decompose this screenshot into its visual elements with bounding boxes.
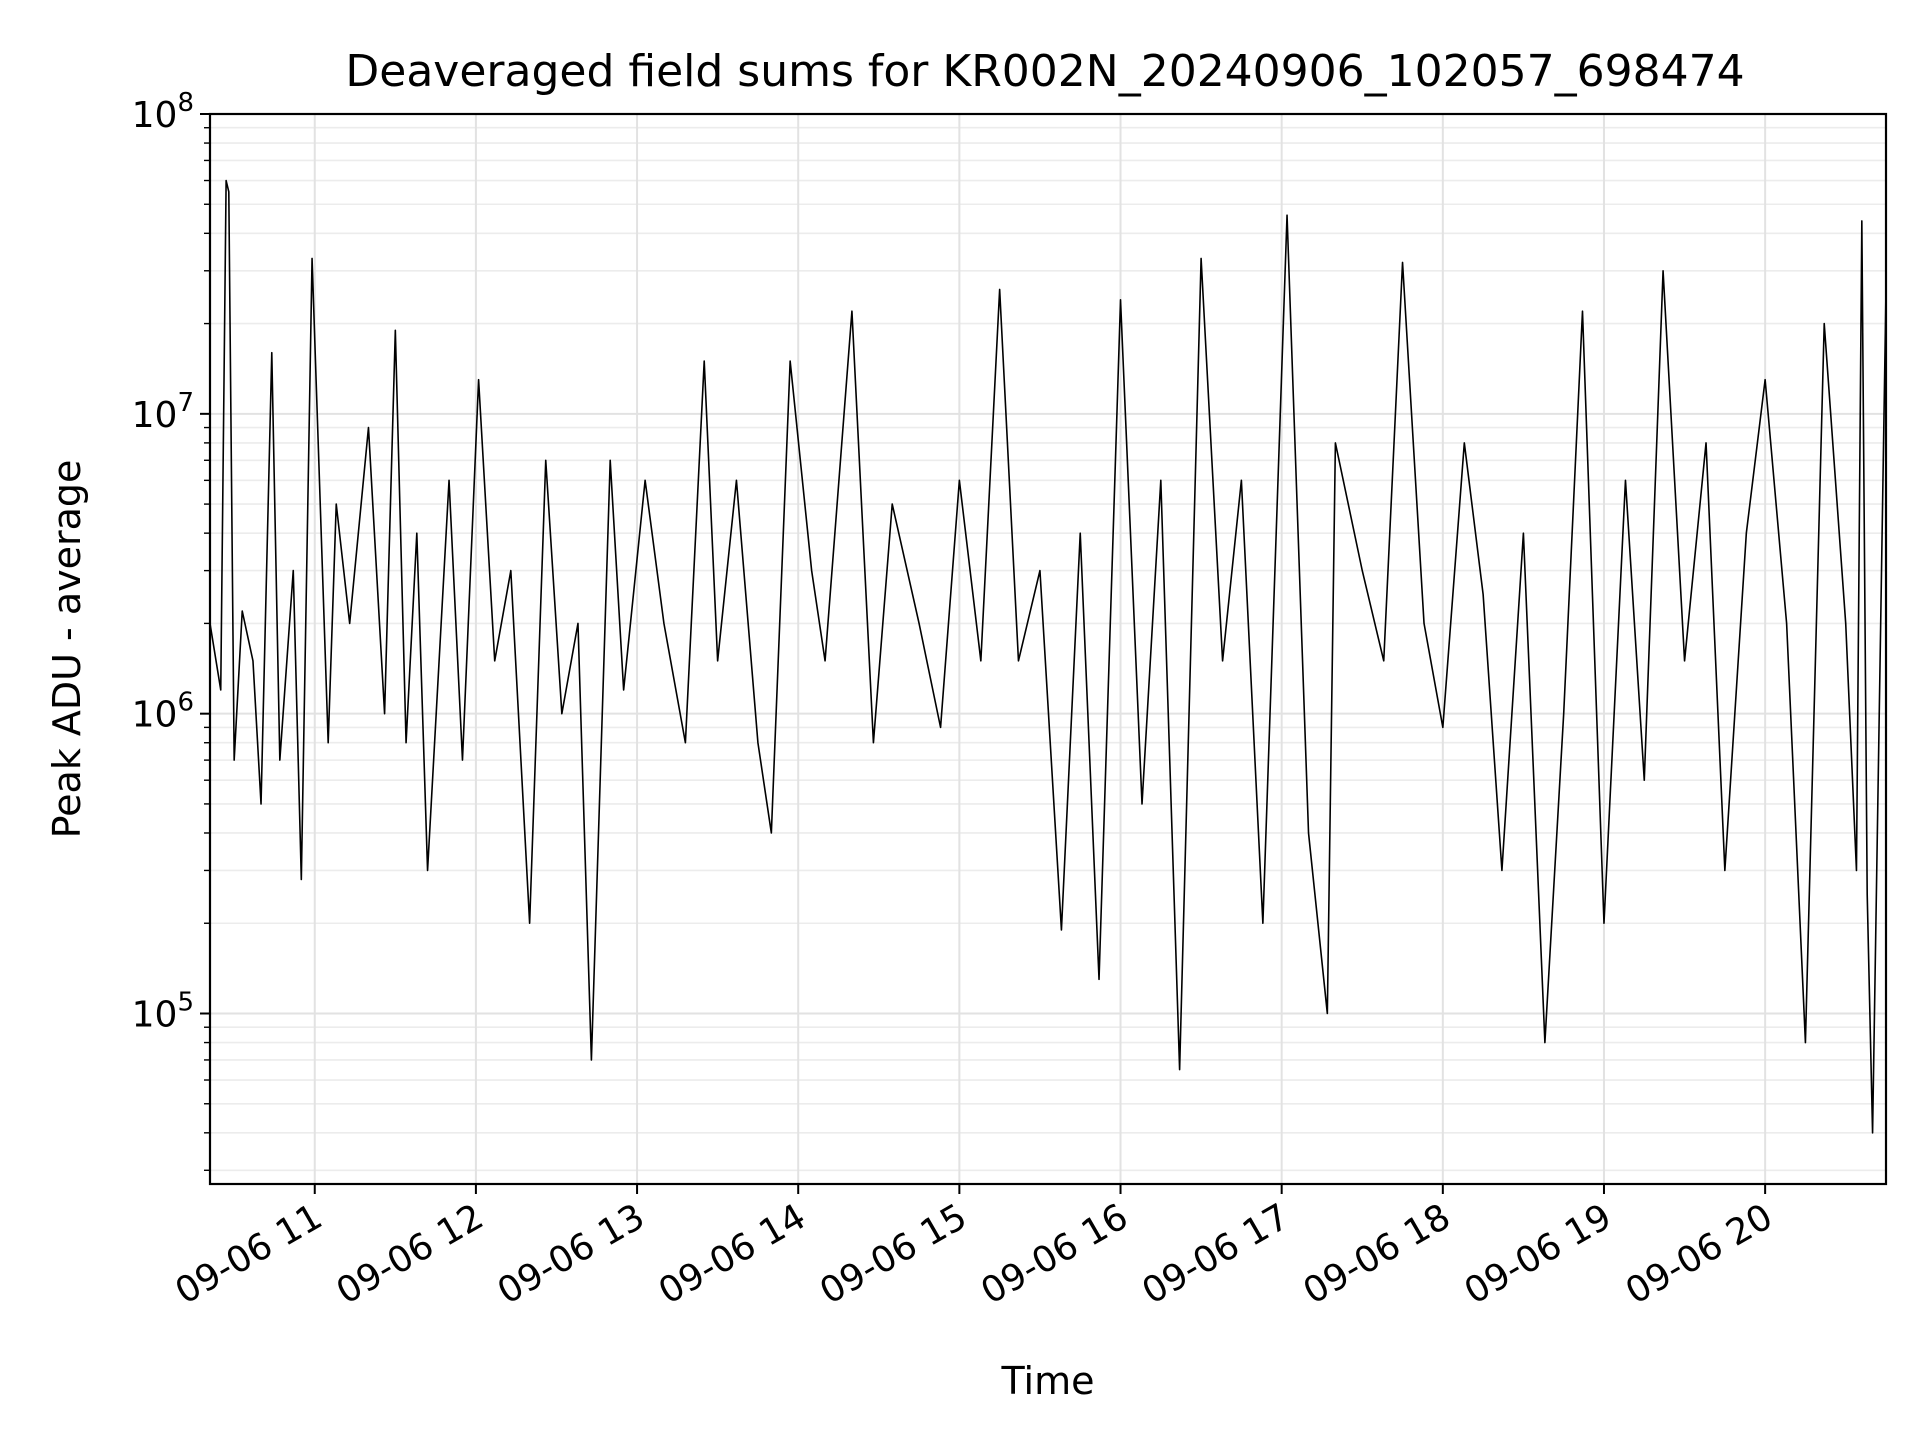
y-tick-label: 108 xyxy=(132,88,194,136)
grid-x xyxy=(313,114,1767,1184)
chart-title: Deaveraged field sums for KR002N_2024090… xyxy=(345,46,1744,97)
plot-area xyxy=(208,112,1888,1186)
y-tick-label: 105 xyxy=(132,988,194,1036)
y-axis: 105 106 107 108 xyxy=(132,88,210,1171)
grid-minor-y xyxy=(210,126,1886,1172)
x-axis-label: Time xyxy=(1001,1359,1095,1403)
y-tick-label: 107 xyxy=(132,388,194,436)
y-axis-label: Peak ADU - average xyxy=(45,460,89,839)
series-line xyxy=(209,179,1887,1134)
plot-frame xyxy=(208,112,1888,1186)
y-tick-label: 106 xyxy=(132,688,194,736)
plot-background xyxy=(210,114,1886,1184)
